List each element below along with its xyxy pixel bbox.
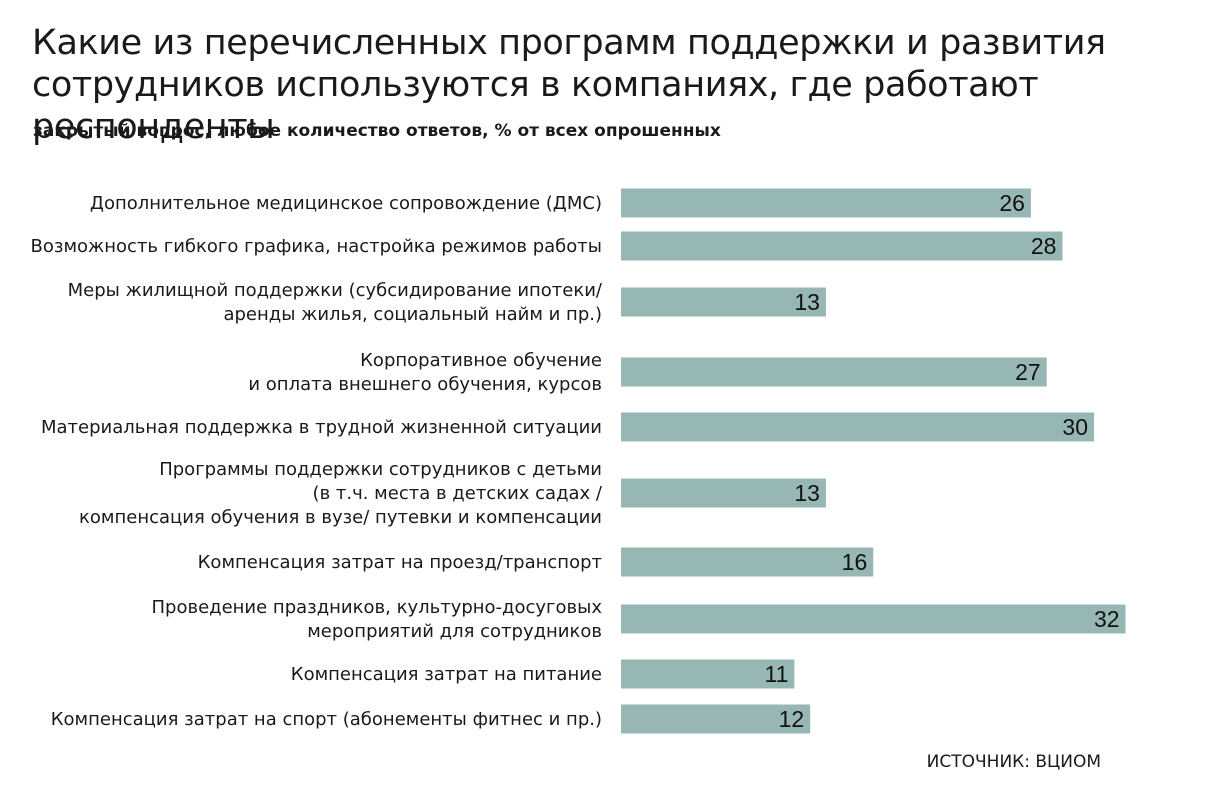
- bar-7: [621, 547, 874, 577]
- chart-title: Какие из перечисленных программ поддержк…: [32, 23, 1106, 147]
- category-label-3-line-1: Меры жилищной поддержки (субсидирование …: [68, 280, 603, 301]
- bar-4: [621, 357, 1047, 387]
- category-label-6-line-1: Программы поддержки сотрудников с детьми: [159, 459, 602, 480]
- bar-value-label-7: 16: [842, 549, 868, 575]
- bar-value-label-9: 11: [765, 661, 789, 687]
- bar-value-label-3: 13: [794, 289, 820, 315]
- bar-value-label-4: 27: [1015, 359, 1041, 385]
- chart-subtitle: закрытый вопрос, любое количество ответо…: [33, 121, 721, 141]
- category-label-8-line-2: мероприятий для сотрудников: [307, 621, 602, 642]
- bar-value-label-8: 32: [1094, 606, 1120, 632]
- category-label-4-line-1: Корпоративное обучение: [360, 350, 602, 371]
- category-label-8-line-1: Проведение праздников, культурно-досугов…: [151, 597, 602, 618]
- bar-1: [621, 188, 1031, 218]
- category-label-6-line-2: (в т.ч. места в детских садах /: [313, 483, 603, 504]
- category-label-1-line-1: Дополнительное медицинское сопровождение…: [90, 193, 602, 214]
- category-label-2-line-1: Возможность гибкого графика, настройка р…: [31, 236, 602, 257]
- category-label-3-line-2: аренды жилья, социальный найм и пр.): [223, 304, 602, 325]
- category-label-6-line-3: компенсация обучения в вузе/ путевки и к…: [79, 507, 602, 528]
- bar-value-label-6: 13: [794, 480, 820, 506]
- category-label-5-line-1: Материальная поддержка в трудной жизненн…: [41, 417, 602, 438]
- bar-value-label-5: 30: [1062, 414, 1088, 440]
- category-label-9-line-1: Компенсация затрат на питание: [291, 664, 602, 685]
- bar-8: [621, 604, 1126, 634]
- bar-9: [621, 659, 795, 689]
- category-label-4-line-2: и оплата внешнего обучения, курсов: [248, 374, 602, 395]
- bar-2: [621, 231, 1063, 261]
- bar-10: [621, 704, 811, 734]
- category-label-10-line-1: Компенсация затрат на спорт (абонементы …: [51, 709, 602, 730]
- source-note: ИСТОЧНИК: ВЦИОМ: [926, 752, 1101, 772]
- bar-5: [621, 412, 1094, 442]
- bar-3: [621, 287, 826, 317]
- category-label-7-line-1: Компенсация затрат на проезд/транспорт: [198, 552, 602, 573]
- bar-value-label-1: 26: [999, 190, 1025, 216]
- bar-value-label-2: 28: [1031, 233, 1057, 259]
- bar-6: [621, 478, 826, 508]
- bar-value-label-10: 12: [779, 706, 805, 732]
